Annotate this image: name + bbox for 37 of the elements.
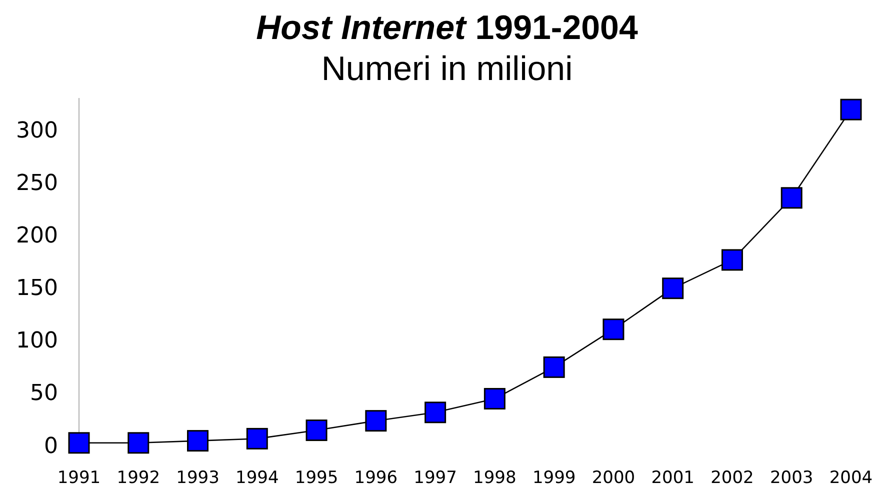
x-tick-label: 1998 bbox=[473, 468, 516, 486]
point bbox=[780, 187, 802, 209]
x-tick-label: 1997 bbox=[414, 468, 457, 486]
x-tick-label: 1993 bbox=[176, 468, 220, 486]
point bbox=[68, 432, 90, 454]
x-tick-label: 1992 bbox=[116, 468, 160, 486]
x-tick-label: 2004 bbox=[829, 468, 873, 486]
x-tick-label: 2000 bbox=[592, 468, 636, 486]
point bbox=[543, 356, 565, 378]
x-tick-label: 1995 bbox=[294, 468, 338, 486]
point bbox=[484, 388, 506, 410]
point bbox=[721, 249, 743, 271]
point bbox=[128, 432, 150, 454]
y-tick-label: 150 bbox=[16, 276, 58, 302]
point bbox=[365, 410, 387, 432]
point bbox=[187, 430, 209, 452]
chart-title: Host Internet 1991-2004 bbox=[256, 9, 638, 47]
point bbox=[306, 420, 328, 442]
point bbox=[662, 278, 684, 300]
x-tick-label: 1991 bbox=[57, 468, 101, 486]
y-tick-label: 200 bbox=[16, 224, 58, 249]
y-tick-label: 50 bbox=[30, 381, 58, 406]
point bbox=[602, 318, 624, 340]
point bbox=[840, 98, 862, 120]
x-tick-label: 1996 bbox=[354, 468, 398, 486]
y-tick-label: 250 bbox=[16, 170, 58, 196]
x-tick-label: 1994 bbox=[236, 468, 279, 486]
y-tick-label: 300 bbox=[16, 118, 58, 144]
chart-subtitle: Numeri in milioni bbox=[320, 49, 574, 90]
x-tick-label: 2003 bbox=[770, 468, 814, 486]
y-tick-label: 0 bbox=[44, 434, 58, 459]
point bbox=[246, 428, 268, 450]
y-tick-label: 100 bbox=[16, 328, 58, 354]
x-tick-label: 1999 bbox=[532, 468, 576, 486]
point bbox=[424, 402, 446, 424]
x-tick-label: 2001 bbox=[651, 468, 694, 486]
x-tick-label: 2002 bbox=[710, 468, 754, 486]
